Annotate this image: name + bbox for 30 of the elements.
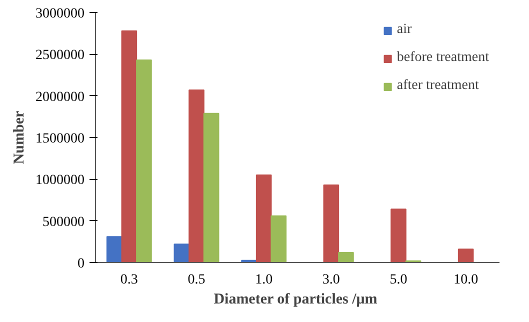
bar (203, 112, 220, 262)
bar (256, 174, 272, 262)
legend-label: air (396, 22, 413, 38)
x-tick-label: 1.0 (255, 272, 273, 288)
bar (121, 30, 138, 262)
y-tick-label: 2000000 (36, 90, 84, 105)
x-axis-title: Diameter of particles /μm (214, 292, 378, 308)
y-tick-label: 1000000 (36, 173, 84, 188)
bar (323, 184, 340, 262)
x-tick-label: 5.0 (390, 272, 408, 288)
y-tick-label: 1500000 (36, 132, 84, 146)
x-tick-label: 0.5 (188, 272, 206, 288)
x-tick-label: 0.3 (120, 272, 138, 288)
bar (174, 244, 190, 262)
x-tick-label: 10.0 (454, 272, 478, 288)
y-tick-label: 500000 (42, 214, 84, 230)
y-tick-label: 3000000 (36, 6, 84, 22)
x-tick-label: 3.0 (322, 272, 340, 288)
y-tick-label: 0 (78, 256, 84, 272)
legend-label: before treatment (396, 50, 489, 66)
bar (338, 252, 354, 262)
bar (106, 236, 122, 262)
bar (188, 90, 204, 262)
bar (390, 208, 406, 262)
bar (270, 215, 287, 262)
bar (136, 60, 152, 262)
y-tick-label: 2500000 (36, 48, 84, 64)
y-axis-title: Number (12, 110, 28, 164)
legend-label: after treatment (396, 78, 479, 94)
bar (458, 248, 474, 262)
